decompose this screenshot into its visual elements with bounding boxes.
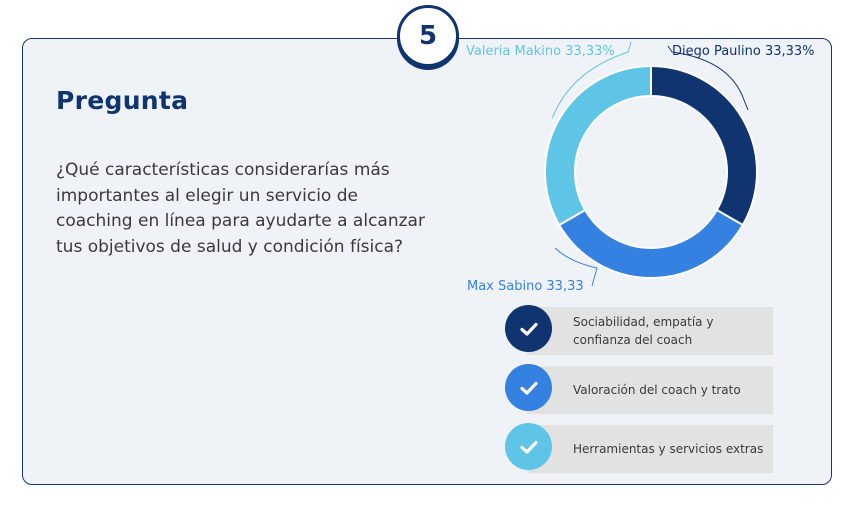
- option-label: Valoración del coach y trato: [573, 383, 741, 397]
- leader-line-valeria-makino: [551, 41, 632, 119]
- option-check-1: [505, 305, 552, 352]
- check-icon: [519, 322, 538, 336]
- option-check-2: [505, 364, 552, 411]
- option-label: Sociabilidad, empatía y confianza del co…: [573, 315, 714, 347]
- donut-slice-diego-paulino: [650, 64, 758, 227]
- donut-slice-max-sabino: [557, 208, 745, 279]
- option-item-1: Sociabilidad, empatía y confianza del co…: [505, 305, 773, 355]
- option-background: [527, 307, 773, 355]
- option-background: [527, 425, 773, 473]
- option-check-3: [505, 423, 552, 470]
- leader-line-max-sabino: [554, 247, 598, 287]
- check-icon: [519, 440, 538, 454]
- option-label: Herramientas y servicios extras: [573, 442, 764, 456]
- check-icon: [519, 381, 538, 395]
- option-item-3: Herramientas y servicios extras: [505, 423, 773, 473]
- data-label-valeria-makino: Valeria Makino 33,33%: [466, 44, 615, 59]
- leader-line-diego-paulino: [667, 45, 749, 111]
- data-label-max-sabino: Max Sabino 33,33: [467, 279, 584, 294]
- option-background: [527, 366, 773, 414]
- question-text: ¿Qué características considerarías más i…: [56, 160, 425, 257]
- question-number-badge: 5: [397, 5, 459, 67]
- page-title: Pregunta: [56, 86, 189, 115]
- donut-slice-valeria-makino: [544, 64, 652, 227]
- data-label-diego-paulino: Diego Paulino 33,33%: [672, 44, 815, 59]
- option-item-2: Valoración del coach y trato: [505, 364, 773, 414]
